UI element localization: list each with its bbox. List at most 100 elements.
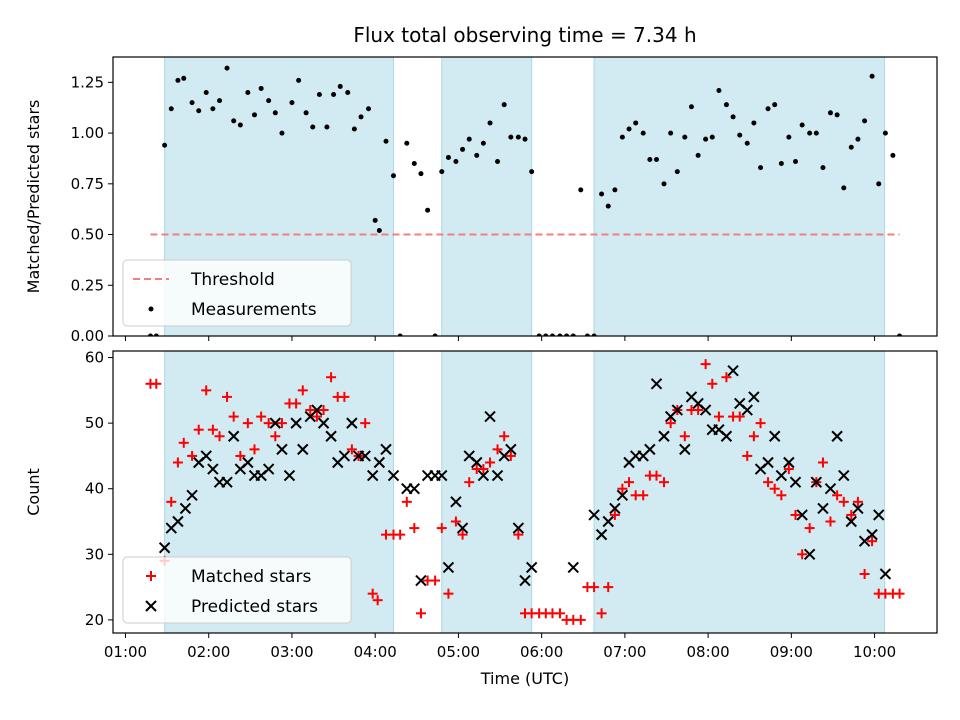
measurement-point: [827, 110, 833, 116]
measurement-point: [310, 124, 316, 130]
predicted-stars-point: [727, 364, 739, 377]
measurement-point: [674, 169, 680, 175]
predicted-stars-point: [679, 443, 691, 456]
measurement-point: [799, 122, 805, 128]
measurement-point: [536, 333, 542, 336]
measurement-point: [772, 102, 778, 108]
matched-stars-point: [193, 424, 204, 435]
predicted-stars-point: [242, 456, 254, 469]
predicted-stars-point: [387, 469, 400, 482]
measurement-point: [162, 142, 168, 148]
matched-stars-point: [326, 372, 337, 383]
measurement-point: [487, 120, 493, 126]
measurement-point: [251, 112, 257, 118]
predicted-stars-point: [838, 469, 850, 482]
predicted-stars-point: [158, 542, 171, 554]
matched-stars-point: [832, 490, 843, 501]
measurement-point: [508, 134, 514, 140]
measurement-point: [316, 92, 322, 98]
predicted-stars-point: [768, 430, 781, 442]
x-tick-label: 05:00: [437, 643, 480, 661]
measurement-point: [237, 122, 243, 128]
measurement-point: [272, 110, 278, 116]
measurement-point: [654, 156, 660, 162]
matched-stars-point: [276, 418, 287, 429]
predicted-stars-point: [519, 574, 531, 587]
predicted-stars-point: [505, 443, 517, 456]
predicted-stars-point: [186, 489, 198, 501]
measurement-point: [351, 126, 357, 132]
predicted-stars-point: [671, 404, 684, 416]
measurement-point: [869, 73, 875, 79]
predicted-stars-point: [283, 469, 296, 482]
measurement-point: [778, 161, 784, 167]
predicted-stars-point: [436, 469, 448, 482]
measurement-point: [723, 102, 729, 108]
matched-stars-point: [235, 450, 246, 461]
measurement-point: [876, 181, 882, 187]
matched-stars-point: [222, 391, 233, 402]
matched-stars-point: [464, 477, 475, 488]
predicted-stars-point: [831, 430, 843, 442]
measurement-point: [543, 333, 549, 336]
observing-interval-shade: [593, 350, 886, 634]
matched-stars-point: [852, 496, 863, 507]
plot-area: [147, 65, 903, 336]
predicted-stars-point: [442, 561, 455, 574]
measurement-point: [605, 203, 611, 209]
predicted-stars-point: [817, 502, 829, 515]
measurement-point: [460, 146, 466, 152]
matched-stars-point: [693, 405, 704, 416]
predicted-stars-point: [325, 430, 337, 442]
measurement-point: [688, 104, 694, 110]
axes-frame: [112, 56, 938, 337]
predicted-stars-point: [276, 443, 288, 456]
measurement-point: [599, 191, 605, 197]
predicted-stars-point: [644, 443, 656, 456]
predicted-stars-point: [311, 404, 323, 416]
measurement-point: [366, 106, 372, 112]
predicted-stars-point: [359, 450, 371, 462]
measurement-point: [570, 333, 576, 336]
measurement-point: [703, 136, 709, 142]
matched-stars-point: [318, 405, 329, 416]
predicted-stars-point: [602, 515, 614, 528]
measurement-point: [168, 106, 174, 112]
matched-stars-point: [436, 523, 447, 534]
predicted-stars-point: [525, 561, 538, 574]
measurement-point: [668, 130, 674, 136]
matched-stars-point: [401, 496, 412, 507]
predicted-stars-point: [650, 378, 663, 390]
matched-stars-point: [249, 444, 260, 455]
matched-stars-point: [450, 516, 461, 527]
measurement-point: [425, 207, 431, 213]
matched-stars-point: [617, 483, 628, 494]
measurement-point: [337, 83, 343, 89]
matched-stars-point: [679, 431, 690, 442]
measurement-point: [383, 138, 389, 144]
matched-stars-point: [305, 405, 316, 416]
matched-stars-point: [867, 536, 878, 547]
measurement-point: [224, 65, 230, 71]
matched-stars-point: [228, 411, 239, 422]
measurement-point: [557, 333, 563, 336]
measurement-point: [196, 108, 202, 114]
measurement-point: [709, 134, 715, 140]
legend-matched-swatch: [146, 571, 156, 581]
legend: Matched stars Predicted stars: [122, 556, 352, 624]
predicted-stars-point: [741, 404, 753, 416]
measurement-point: [591, 333, 597, 336]
legend-label: Predicted stars: [191, 597, 318, 617]
measurement-point: [515, 134, 521, 140]
measurement-point: [730, 114, 736, 120]
matched-stars-point: [505, 450, 516, 461]
measurement-point: [813, 130, 819, 136]
legend-box: [122, 556, 352, 624]
y-tick-label: 30: [85, 545, 104, 563]
measurement-point: [820, 165, 826, 171]
y-tick-label: 20: [85, 611, 104, 629]
x-tick-label: 02:00: [187, 643, 230, 661]
matched-stars-point: [575, 614, 586, 625]
matched-stars-point: [790, 509, 801, 520]
predicted-stars-point: [338, 450, 351, 462]
